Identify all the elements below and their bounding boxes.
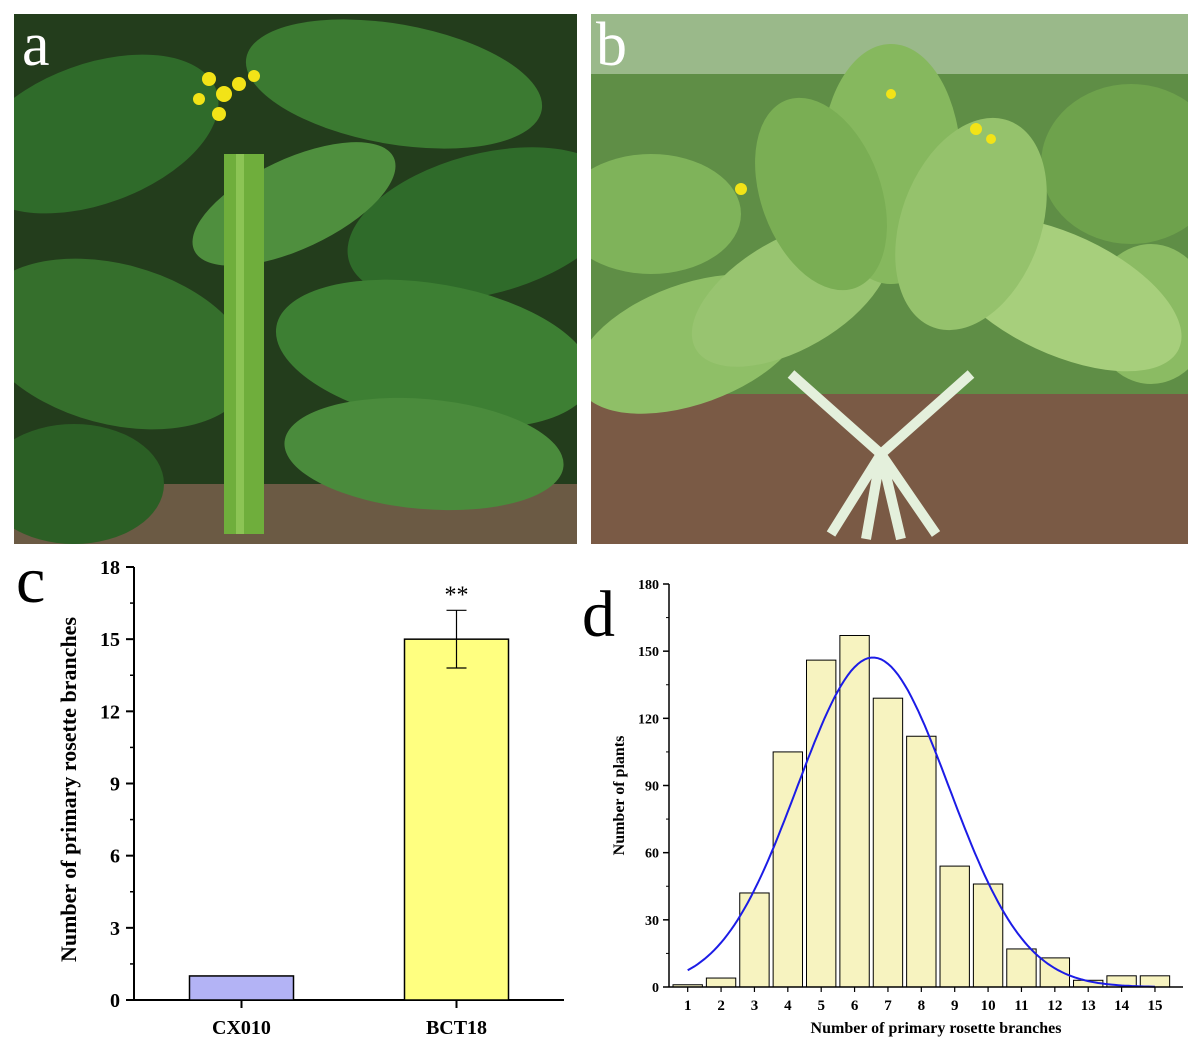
y-tick-label-d: 30	[645, 914, 659, 929]
bar-BCT18	[403, 638, 510, 1001]
histogram-bar-12	[1039, 957, 1071, 988]
y-tick-label-d: 120	[638, 712, 659, 727]
histogram-bar-5	[806, 659, 837, 988]
photo-a	[14, 14, 577, 544]
histogram-bar-1	[672, 984, 703, 988]
y-tick-label-d: 0	[652, 981, 659, 996]
normal-fit-curve	[687, 656, 1156, 988]
x-tick-label-d-3: 3	[751, 998, 759, 1014]
y-tick-label-d: 90	[645, 780, 659, 795]
panel-label-c: c	[16, 544, 46, 617]
x-tick-label-d-10: 10	[981, 998, 996, 1014]
x-tick-label-d-9: 9	[951, 998, 959, 1014]
histogram-bar-10	[972, 883, 1004, 988]
histogram-bar-8	[906, 735, 937, 988]
histogram-bar-3	[739, 892, 770, 988]
histogram-bar-9	[939, 865, 970, 988]
histogram-bar-7	[872, 697, 904, 988]
x-tick-label-BCT18: BCT18	[426, 1017, 487, 1039]
x-tick-label-d-8: 8	[918, 998, 926, 1014]
panel-label-b: b	[596, 11, 627, 79]
y-tick-label-c: 3	[110, 918, 120, 940]
x-tick-label-d-13: 13	[1081, 998, 1096, 1014]
y-tick-label-c: 12	[100, 701, 120, 723]
y-tick-label-c: 15	[100, 629, 120, 651]
x-tick-label-d-15: 15	[1147, 998, 1162, 1014]
y-axis-title-d: Number of plants	[611, 736, 628, 856]
histogram-bar-13	[1073, 979, 1104, 988]
x-tick-label-CX010: CX010	[212, 1017, 271, 1039]
bar-CX010	[188, 975, 295, 1001]
y-tick-label-c: 18	[100, 557, 120, 579]
x-tick-label-d-6: 6	[851, 998, 859, 1014]
panel-label-d: d	[582, 578, 615, 651]
significance-label: **	[445, 582, 469, 608]
x-tick-label-d-4: 4	[784, 998, 792, 1014]
x-tick-label-d-1: 1	[684, 998, 692, 1014]
y-axis-title-c: Number of primary rosette branches	[56, 617, 81, 962]
y-tick-label-c: 9	[110, 774, 120, 796]
x-tick-label-d-5: 5	[817, 998, 825, 1014]
histogram-bar-6	[839, 634, 870, 988]
histogram-bar-14	[1106, 975, 1137, 988]
y-tick-label-c: 6	[110, 846, 120, 868]
chart-c: 0 3 6 9 12 15 18 CX010 BCT18 ** Number of primary …	[56, 557, 564, 1039]
x-tick-label-d-2: 2	[717, 998, 725, 1014]
y-tick-label-d: 150	[638, 645, 659, 660]
photo-b	[591, 14, 1188, 544]
x-axis-title-d: Number of primary rosette branches	[811, 1020, 1062, 1037]
x-tick-label-d-7: 7	[884, 998, 892, 1014]
histogram-bar-11	[1006, 948, 1037, 988]
histogram-bar-15	[1139, 975, 1171, 988]
x-tick-label-d-11: 11	[1014, 998, 1028, 1014]
y-tick-label-d: 180	[638, 578, 659, 593]
y-tick-label-c: 0	[110, 990, 120, 1012]
x-tick-label-d-14: 14	[1114, 998, 1130, 1014]
histogram-bar-2	[705, 977, 737, 988]
x-tick-label-d-12: 12	[1047, 998, 1062, 1014]
y-tick-label-d: 60	[645, 847, 659, 862]
histogram-bar-4	[772, 751, 804, 988]
panel-label-a: a	[22, 11, 50, 79]
